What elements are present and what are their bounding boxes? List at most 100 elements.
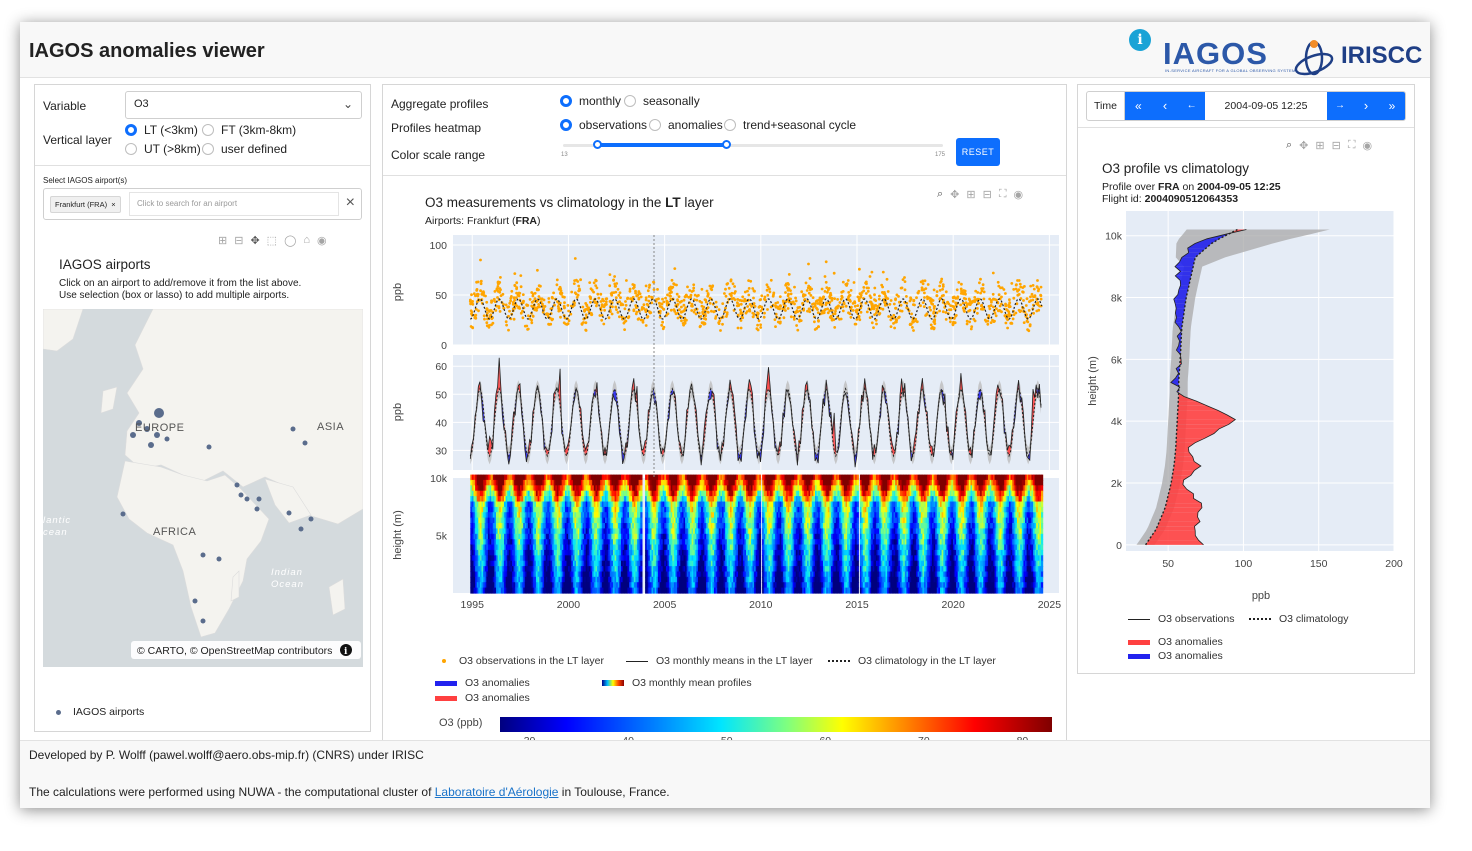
airport-marker[interactable] <box>256 496 262 502</box>
autoscale-icon[interactable]: ⛶ <box>998 188 1007 200</box>
airport-marker[interactable] <box>154 432 160 438</box>
lasso-icon[interactable]: ◯ <box>284 235 297 247</box>
heatmap-cell <box>515 474 518 481</box>
home-icon[interactable]: ⌂ <box>303 234 311 246</box>
airport-marker[interactable] <box>136 420 142 426</box>
heatmap-cell <box>603 506 606 513</box>
aggregate-radio-monthly[interactable]: monthly <box>560 94 621 108</box>
map-attribution[interactable]: © CARTO, © OpenStreetMap contributors <box>137 645 332 657</box>
airport-marker[interactable] <box>254 506 260 512</box>
airport-marker[interactable] <box>148 442 154 448</box>
layer-radio-lt[interactable]: LT (<3km) <box>125 123 198 137</box>
airport-marker[interactable] <box>200 552 206 558</box>
heatmap-cell <box>595 582 598 589</box>
heatmap-cell <box>659 587 662 594</box>
close-icon[interactable]: × <box>111 200 116 209</box>
pan-icon[interactable]: ✥ <box>250 235 260 247</box>
heatmap-cell <box>635 560 638 567</box>
heatmap-cell <box>582 512 585 519</box>
range-handle-low[interactable] <box>593 140 602 149</box>
observation-point <box>824 280 828 284</box>
heatmap-cell <box>481 501 484 508</box>
airport-search-input[interactable]: Click to search for an airport <box>129 192 339 216</box>
airport-marker[interactable] <box>120 511 126 517</box>
zoom-out-icon[interactable]: ⊟ <box>234 235 244 247</box>
observation-point <box>594 284 598 287</box>
heatmap-cell <box>492 587 495 594</box>
variable-select[interactable]: O3 ⌄ <box>125 91 362 119</box>
info-icon[interactable] <box>340 644 352 656</box>
pan-icon[interactable]: ✥ <box>950 189 960 201</box>
airport-marker[interactable] <box>206 444 212 450</box>
heatmap-cell <box>484 506 487 513</box>
airport-marker[interactable] <box>216 556 222 562</box>
zoom-icon[interactable]: ⌕ <box>937 188 944 200</box>
heatmap-cell <box>487 539 491 546</box>
airport-marker[interactable] <box>238 492 244 498</box>
heatmap-radio-observations[interactable]: observations <box>560 118 647 132</box>
airport-marker[interactable] <box>200 618 206 624</box>
clear-icon[interactable]: × <box>345 194 355 211</box>
airport-marker[interactable] <box>298 526 304 532</box>
map-legend-label[interactable]: IAGOS airports <box>73 706 145 718</box>
airport-marker[interactable] <box>286 510 292 516</box>
airport-marker[interactable] <box>302 440 308 446</box>
observation-point <box>849 299 852 303</box>
heatmap-radio-anomalies[interactable]: anomalies <box>649 118 723 132</box>
observation-point <box>799 319 803 322</box>
heatmap-cell <box>587 566 590 573</box>
heatmap-cell <box>617 549 620 556</box>
info-icon[interactable]: i <box>1129 29 1151 51</box>
airport-marker[interactable] <box>192 598 198 604</box>
airport-marker[interactable] <box>290 426 296 432</box>
range-handle-high[interactable] <box>722 140 731 149</box>
heatmap-cell <box>609 544 612 551</box>
heatmap-cell <box>611 544 614 551</box>
heatmap-cell <box>637 506 640 513</box>
color-range-track[interactable] <box>563 144 943 147</box>
heatmap-cell <box>593 490 596 497</box>
heatmap-cell <box>582 549 585 556</box>
airport-map[interactable]: EUROPE ASIA AFRICA lantic cean Indian Oc… <box>43 309 363 667</box>
observation-point <box>992 320 996 323</box>
reset-button[interactable]: RESET <box>956 138 1000 166</box>
airport-marker[interactable] <box>154 408 164 418</box>
layer-radio-ut[interactable]: UT (>8km) <box>125 142 201 156</box>
zoom-in-icon[interactable]: ⊞ <box>966 189 976 201</box>
airport-marker[interactable] <box>308 516 314 522</box>
heatmap-cell <box>617 485 620 492</box>
aggregate-radio-seasonally[interactable]: seasonally <box>624 94 700 108</box>
airport-multiselect[interactable]: Frankfurt (FRA) × Click to search for an… <box>43 188 362 220</box>
airport-chip[interactable]: Frankfurt (FRA) × <box>50 196 121 213</box>
heatmap-cell <box>510 576 513 583</box>
observation-point <box>1029 295 1032 299</box>
camera-icon[interactable]: ◉ <box>317 235 327 247</box>
heatmap-cell <box>561 549 564 556</box>
airport-marker[interactable] <box>144 426 150 432</box>
heatmap-cell <box>473 587 476 594</box>
heatmap-cell <box>664 496 667 503</box>
heatmap-cell <box>608 544 611 551</box>
heatmap-radio-trend[interactable]: trend+seasonal cycle <box>724 118 856 132</box>
heatmap-cell <box>470 523 473 529</box>
camera-icon[interactable]: ◉ <box>1013 189 1024 201</box>
layer-radio-ft[interactable]: FT (3km-8km) <box>202 123 296 137</box>
heatmap-cell <box>568 582 571 589</box>
airport-marker[interactable] <box>164 436 170 442</box>
heatmap-cell <box>614 582 617 589</box>
airport-marker[interactable] <box>130 432 136 438</box>
heatmap-cell <box>491 533 494 540</box>
observation-point <box>485 300 489 304</box>
zoom-in-icon[interactable]: ⊞ <box>218 235 228 247</box>
box-select-icon[interactable]: ⬚ <box>266 235 278 247</box>
observation-point <box>796 310 799 314</box>
airport-marker[interactable] <box>234 482 240 488</box>
zoom-out-icon[interactable]: ⊟ <box>982 189 992 201</box>
layer-radio-user[interactable]: user defined <box>202 142 287 156</box>
heatmap-cell <box>510 474 513 481</box>
airport-marker[interactable] <box>244 496 250 502</box>
observation-point <box>828 309 832 313</box>
heatmap-cell <box>659 560 662 567</box>
heatmap-cell <box>667 528 670 535</box>
